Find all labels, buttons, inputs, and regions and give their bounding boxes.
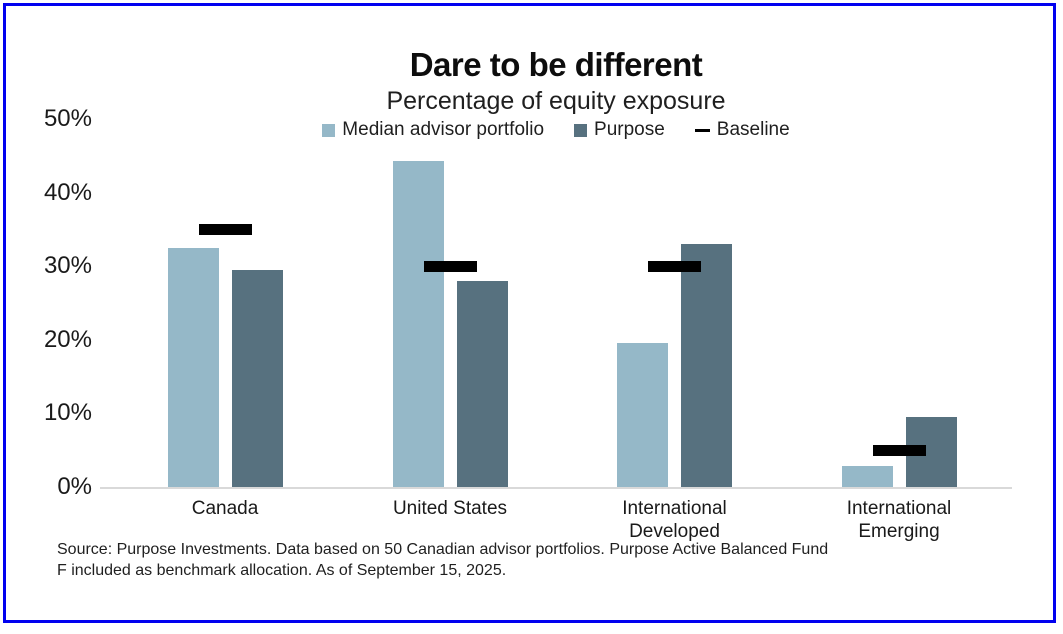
bar-median-advisor-portfolio-international-emerging xyxy=(841,466,893,487)
y-axis-tick-label: 30% xyxy=(43,252,92,280)
y-axis-tick-label: 0% xyxy=(57,473,92,500)
y-axis-tick-label: 40% xyxy=(43,178,92,206)
bar-median-advisor-portfolio-international-developed xyxy=(617,343,668,487)
baseline-dash-international-developed xyxy=(648,260,701,272)
legend-item-baseline: Baseline xyxy=(694,119,790,141)
x-axis-label-international-developed: International Developed xyxy=(622,498,727,542)
bar-purpose-united-states xyxy=(456,280,508,487)
legend: Median advisor portfolio Purpose Baseline xyxy=(100,119,1012,141)
bar-median-advisor-portfolio-united-states xyxy=(392,160,444,487)
bar-median-advisor-portfolio-canada xyxy=(167,247,219,487)
chart-subtitle: Percentage of equity exposure xyxy=(386,87,726,115)
baseline-dash-canada xyxy=(198,223,252,235)
chart-title: Dare to be different xyxy=(409,46,703,83)
source-note-line1: Source: Purpose Investments. Data based … xyxy=(57,541,829,558)
y-axis-tick-label: 20% xyxy=(43,325,92,353)
legend-item-purpose: Purpose xyxy=(574,119,665,141)
x-axis-line xyxy=(100,487,1012,489)
legend-swatch-median-advisor-portfolio xyxy=(322,123,336,137)
legend-label-baseline: Baseline xyxy=(716,119,790,140)
legend-label-purpose: Purpose xyxy=(594,119,665,140)
chart-header: Dare to be different Percentage of equit… xyxy=(100,46,1012,141)
y-axis-tick-label: 50% xyxy=(43,105,92,132)
legend-swatch-purpose xyxy=(574,123,588,137)
x-axis-label-canada: Canada xyxy=(191,498,259,519)
bar-purpose-international-developed xyxy=(681,244,732,487)
legend-item-median-advisor-portfolio: Median advisor portfolio xyxy=(322,119,544,141)
bar-purpose-canada xyxy=(231,269,283,487)
baseline-dash-international-emerging xyxy=(872,444,926,456)
y-axis-tick-label: 10% xyxy=(43,399,92,427)
legend-dash-icon xyxy=(694,128,710,132)
source-note: Source: Purpose Investments. Data based … xyxy=(57,539,1007,581)
x-axis-label-united-states: United States xyxy=(392,498,508,519)
legend-label-median-advisor-portfolio: Median advisor portfolio xyxy=(342,119,545,140)
x-axis-label-international-emerging: International Emerging xyxy=(846,498,952,542)
source-note-line2: F included as benchmark allocation. As o… xyxy=(57,562,507,579)
baseline-dash-united-states xyxy=(423,260,477,272)
